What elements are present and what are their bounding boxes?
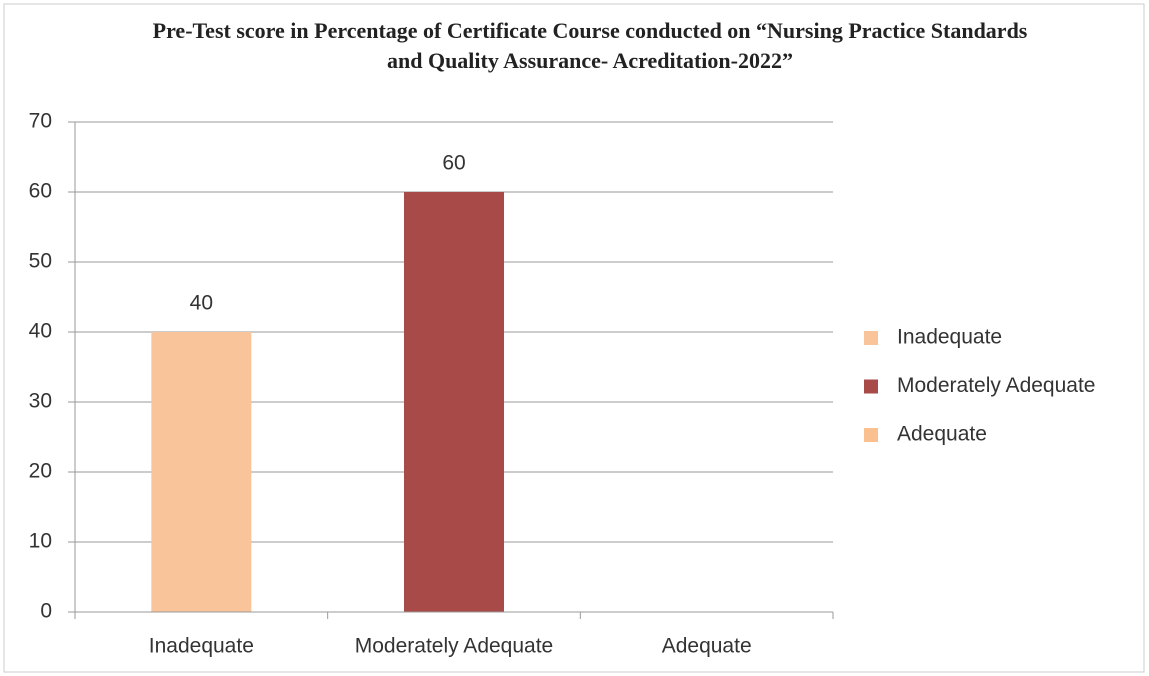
bar xyxy=(404,192,504,612)
legend-label: Adequate xyxy=(897,423,987,446)
y-tick-label: 50 xyxy=(29,250,52,273)
y-tick-label: 70 xyxy=(29,110,52,133)
legend-swatch xyxy=(864,428,878,442)
bar xyxy=(151,332,252,612)
y-tick-label: 20 xyxy=(29,460,52,483)
legend-label: Moderately Adequate xyxy=(897,374,1095,397)
data-label: 40 xyxy=(190,292,213,315)
legend-label: Inadequate xyxy=(897,326,1002,349)
frame xyxy=(3,3,1145,673)
x-tick-label: Inadequate xyxy=(149,635,254,658)
y-tick-label: 10 xyxy=(29,530,52,553)
legend-swatch xyxy=(864,379,878,394)
y-tick-label: 40 xyxy=(29,320,52,343)
y-tick-label: 60 xyxy=(29,180,52,203)
data-label: 60 xyxy=(442,152,465,175)
y-tick-label: 0 xyxy=(40,600,52,623)
chart-title: Pre-Test score in Percentage of Certific… xyxy=(152,18,1028,73)
x-tick-label: Moderately Adequate xyxy=(355,635,553,658)
x-tick-label: Adequate xyxy=(662,635,752,658)
legend-swatch xyxy=(864,331,878,345)
y-tick-label: 30 xyxy=(29,390,52,413)
